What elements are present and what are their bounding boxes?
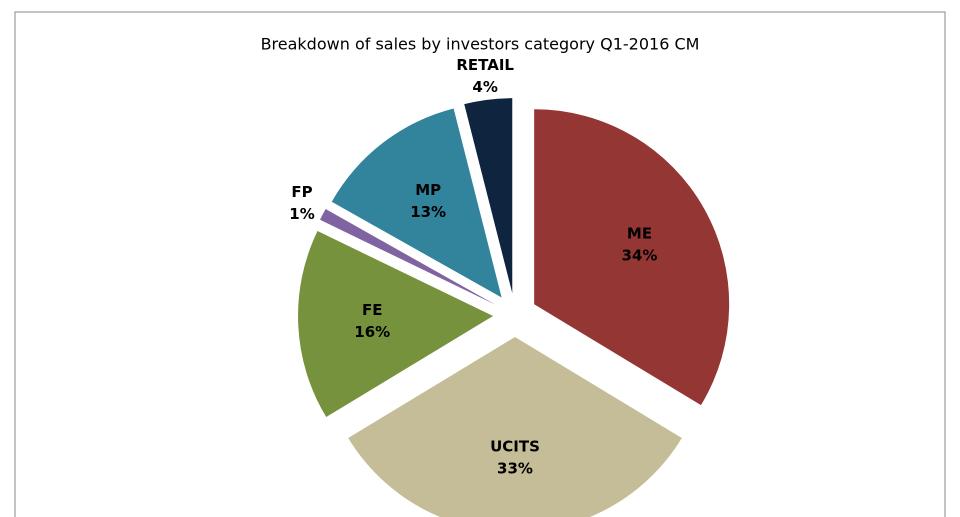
pie-slice [320,209,496,305]
slice-category-label: FP [291,183,312,201]
slice-category-label: FE [362,301,383,319]
pie-slice [348,337,682,517]
pie-slice [298,231,494,418]
slice-category-label: RETAIL [456,56,514,74]
slice-value-label: 33% [497,459,533,477]
pie-slice [331,108,502,298]
slice-category-label: MP [415,181,441,199]
slice-value-label: 4% [472,78,497,96]
slice-value-label: 34% [622,246,658,264]
pie-slice [464,98,513,294]
slice-value-label: 16% [354,323,390,341]
slice-value-label: 13% [410,203,446,221]
chart-title: Breakdown of sales by investors category… [261,35,700,54]
slice-value-label: 1% [289,205,314,223]
pie-slice [534,109,730,406]
slice-category-label: UCITS [490,437,540,455]
slice-category-label: ME [627,224,652,242]
